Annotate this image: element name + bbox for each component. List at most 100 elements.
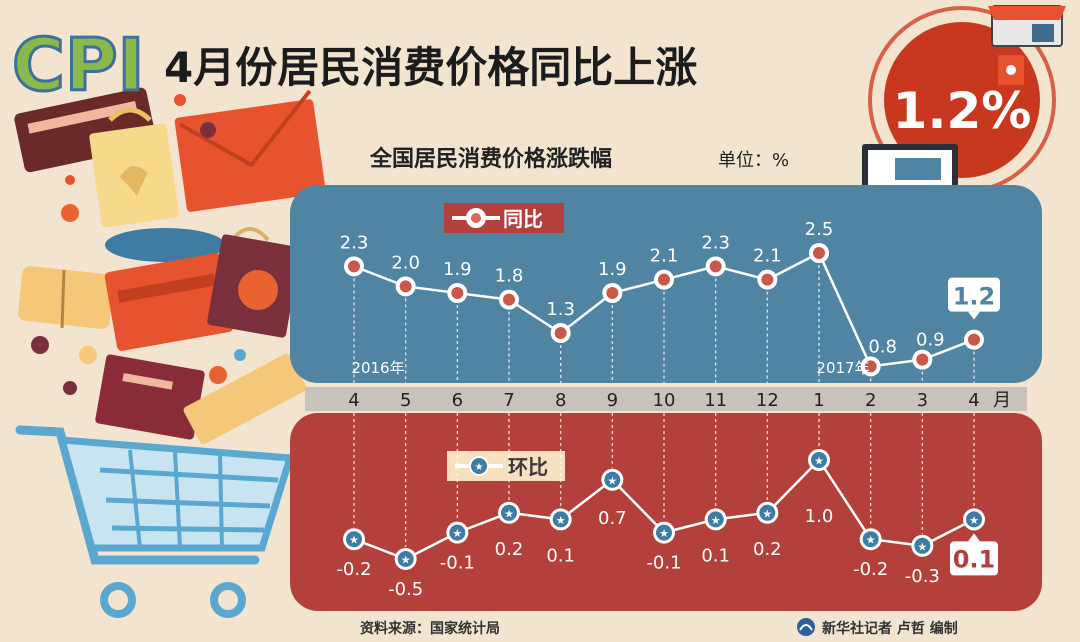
yoy-data-label: 2.0: [391, 252, 420, 273]
shopping-cart-icon: [15, 425, 295, 618]
month-tick-label: 11: [704, 390, 727, 411]
store-icon: [988, 5, 1066, 47]
star-icon: ★: [349, 534, 359, 547]
month-tick-label: 8: [555, 390, 566, 411]
yoy-data-label: 1.8: [495, 266, 524, 287]
decor-dot: [79, 346, 97, 364]
badge-value: 1.2%: [893, 82, 1032, 140]
star-icon: ★: [452, 527, 462, 540]
mom-data-label: -0.1: [646, 553, 681, 574]
yoy-point-core: [503, 293, 515, 306]
legend-mom-label: 环比: [508, 455, 548, 479]
month-tick-label: 7: [503, 390, 514, 411]
mom-data-label: 1.0: [805, 506, 834, 527]
cpi-logo-text: CPI: [12, 23, 144, 107]
chart-title: 全国居民消费价格涨跌幅: [369, 146, 612, 172]
highlight-label-pointer: [968, 311, 980, 320]
yoy-data-label: 1.3: [546, 299, 575, 320]
yoy-point-core: [606, 287, 619, 299]
mom-point-core: [552, 511, 569, 528]
legend-mom: ★ 环比: [447, 451, 565, 481]
month-tick-label: 5: [400, 390, 411, 411]
star-icon: ★: [866, 534, 876, 547]
yoy-data-label: 2.3: [701, 232, 730, 253]
month-tick-label: 2: [865, 390, 876, 411]
star-icon: ★: [969, 514, 979, 527]
yoy-point-core: [864, 360, 877, 373]
year-label: 2017年: [816, 359, 869, 377]
mom-point-core: [501, 504, 517, 521]
star-icon: ★: [814, 455, 824, 468]
mom-point-core: [707, 511, 724, 528]
star-icon: ★: [607, 474, 617, 487]
yoy-data-label: 2.3: [340, 232, 369, 253]
mom-data-label: -0.2: [853, 559, 888, 580]
shopping-bag-icon: [89, 107, 179, 228]
plot-layer: 4 5 6 7 8 9 10 11 12 1 2 3 4 月2.32.0 1.9 1.81.31.92.12.…: [336, 219, 1011, 600]
mom-point-core: [449, 524, 466, 541]
mom-point-core: [656, 524, 672, 541]
mom-data-label: -0.5: [388, 579, 423, 600]
month-tick-label: 1: [813, 390, 824, 411]
page-title: 4月份居民消费价格同比上涨: [164, 43, 697, 92]
month-tick-label: 6: [452, 390, 463, 411]
decor-dot: [209, 366, 227, 384]
decor-dot: [31, 336, 49, 354]
yoy-point-core: [451, 287, 464, 299]
highlight-label-pointer: [968, 533, 980, 542]
yoy-data-label: 1.2: [953, 283, 996, 311]
mom-data-label: 0.2: [753, 539, 782, 560]
gift-box-icon: [18, 266, 114, 329]
mom-point-core: [966, 511, 982, 528]
yoy-point-core: [968, 333, 980, 346]
yoy-point-core: [554, 327, 567, 339]
mom-data-label: -0.2: [336, 559, 371, 580]
star-icon: ★: [401, 554, 411, 567]
shopping-illustration: [14, 87, 326, 618]
mom-point-core: [759, 504, 776, 521]
decor-dot: [63, 381, 77, 395]
yoy-point-core: [761, 273, 774, 286]
mom-point-core: [397, 551, 414, 567]
month-suffix-label: 月: [993, 390, 1011, 411]
unit-label: 单位：%: [718, 150, 789, 171]
yoy-data-label: 2.5: [805, 219, 834, 240]
mom-data-label: 0.1: [701, 545, 730, 566]
yoy-point-core: [709, 260, 722, 273]
source-label: 资料来源：国家统计局: [360, 620, 500, 637]
decor-dot: [174, 94, 186, 106]
credit-label: 新华社记者 卢哲 编制: [822, 620, 958, 637]
mom-data-label: 0.2: [495, 539, 524, 560]
card-icon: [104, 253, 234, 351]
yoy-point-core: [348, 260, 360, 273]
star-icon: ★: [556, 514, 566, 527]
coin-icon: [105, 228, 225, 262]
month-tick-label: 10: [653, 390, 676, 411]
mom-point-core: [862, 531, 879, 548]
yoy-data-label: 2.1: [753, 246, 782, 267]
month-tick-label: 4: [968, 390, 979, 411]
book-icon: [95, 354, 205, 440]
decor-dot: [61, 204, 79, 222]
mom-point-core: [346, 531, 362, 548]
yoy-data-label: 2.1: [650, 246, 679, 267]
year-label: 2016年: [351, 359, 404, 377]
xinhua-logo-icon: [797, 618, 815, 636]
yoy-data-label: 0.8: [868, 336, 897, 357]
month-tick-label: 9: [607, 390, 618, 411]
shopping-bag-small-icon: [998, 55, 1024, 85]
decor-dot: [234, 349, 246, 361]
yoy-point-core: [916, 353, 929, 366]
svg-text:★: ★: [475, 462, 484, 473]
legend-yoy: 同比: [444, 203, 564, 233]
yoy-point-core: [813, 247, 825, 259]
highlight-label-box: [948, 277, 1000, 312]
star-icon: ★: [504, 507, 514, 520]
month-tick-label: 3: [917, 390, 928, 411]
cpi-logo: CPI: [11, 22, 146, 109]
star-icon: ★: [711, 514, 721, 527]
star-icon: ★: [659, 527, 669, 540]
mom-point-core: [914, 537, 931, 554]
gift-bag-icon: [207, 227, 301, 338]
